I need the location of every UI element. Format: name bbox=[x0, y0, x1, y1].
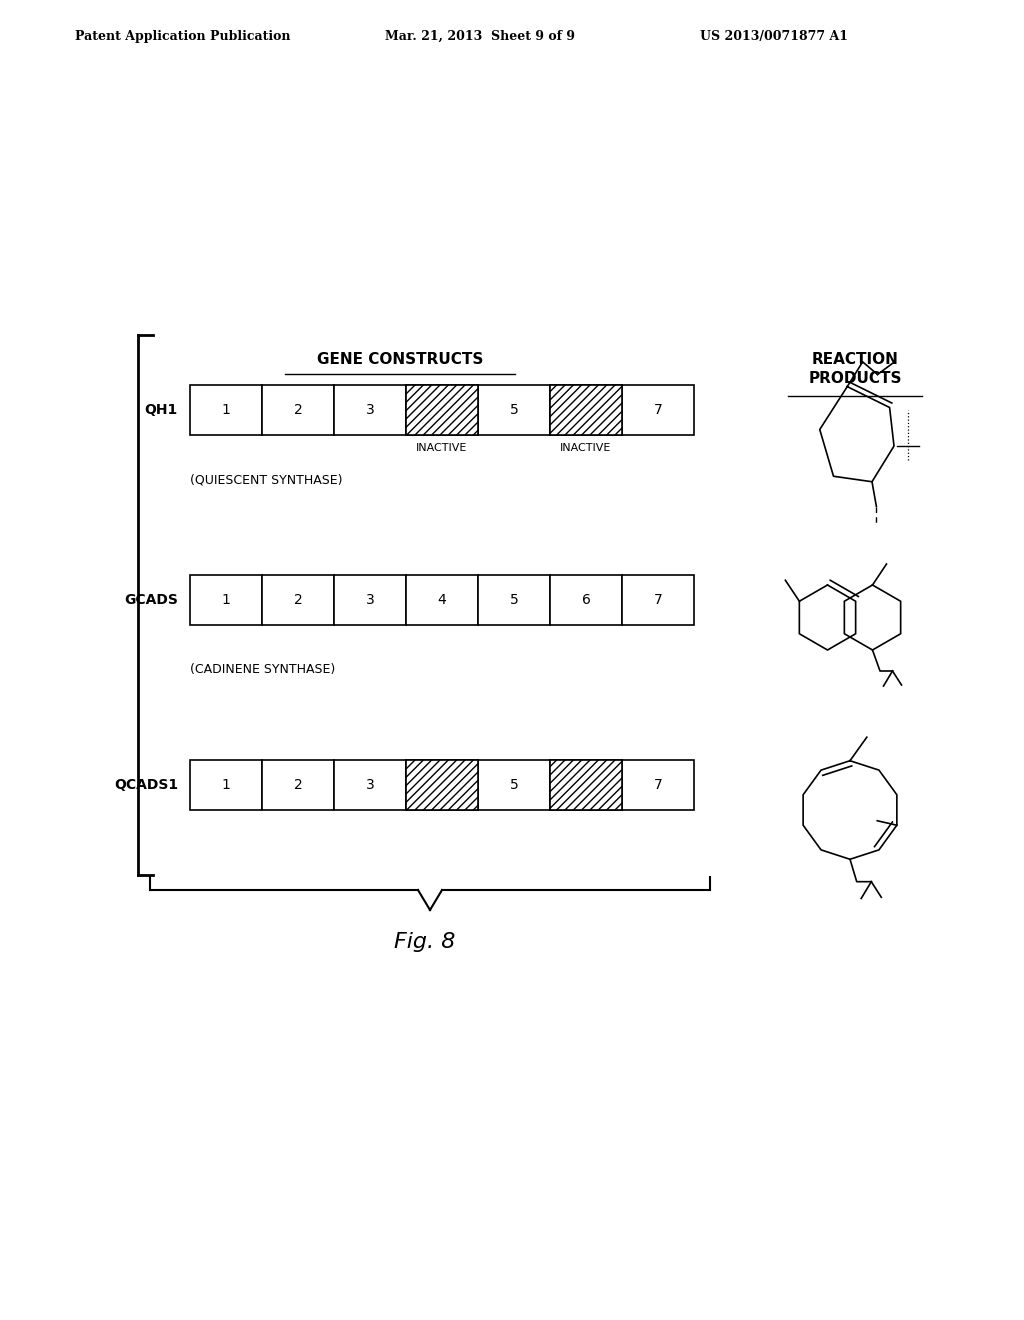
Text: (QUIESCENT SYNTHASE): (QUIESCENT SYNTHASE) bbox=[190, 473, 342, 486]
Text: 6: 6 bbox=[582, 593, 591, 607]
Bar bbox=[262, 385, 334, 436]
Bar bbox=[550, 385, 622, 436]
Bar bbox=[262, 576, 334, 624]
Bar bbox=[334, 760, 406, 810]
Text: 2: 2 bbox=[294, 593, 302, 607]
Bar bbox=[550, 760, 622, 810]
Text: 5: 5 bbox=[510, 403, 518, 417]
Text: INACTIVE: INACTIVE bbox=[560, 444, 611, 453]
Text: QH1: QH1 bbox=[144, 403, 178, 417]
Bar bbox=[406, 760, 478, 810]
Text: REACTION
PRODUCTS: REACTION PRODUCTS bbox=[808, 352, 902, 385]
Bar bbox=[550, 385, 622, 436]
Text: QCADS1: QCADS1 bbox=[114, 777, 178, 792]
Text: GENE CONSTRUCTS: GENE CONSTRUCTS bbox=[316, 352, 483, 367]
Bar bbox=[478, 760, 550, 810]
Bar bbox=[478, 385, 550, 436]
Text: GCADS: GCADS bbox=[124, 593, 178, 607]
Bar bbox=[406, 576, 478, 624]
Text: (CADINENE SYNTHASE): (CADINENE SYNTHASE) bbox=[190, 663, 335, 676]
Text: 7: 7 bbox=[653, 777, 663, 792]
Text: Fig. 8: Fig. 8 bbox=[394, 932, 456, 952]
Bar bbox=[190, 760, 262, 810]
Bar bbox=[334, 385, 406, 436]
Bar bbox=[406, 385, 478, 436]
Text: 3: 3 bbox=[366, 403, 375, 417]
Text: 3: 3 bbox=[366, 593, 375, 607]
Bar bbox=[190, 576, 262, 624]
Text: 7: 7 bbox=[653, 593, 663, 607]
Text: INACTIVE: INACTIVE bbox=[417, 444, 468, 453]
Text: 1: 1 bbox=[221, 777, 230, 792]
Bar bbox=[406, 760, 478, 810]
Text: 2: 2 bbox=[294, 777, 302, 792]
Text: Mar. 21, 2013  Sheet 9 of 9: Mar. 21, 2013 Sheet 9 of 9 bbox=[385, 30, 575, 44]
Text: 5: 5 bbox=[510, 777, 518, 792]
Text: 5: 5 bbox=[510, 593, 518, 607]
Bar bbox=[622, 760, 694, 810]
Bar bbox=[190, 385, 262, 436]
Text: 4: 4 bbox=[437, 593, 446, 607]
Text: 1: 1 bbox=[221, 593, 230, 607]
Bar bbox=[262, 760, 334, 810]
Text: 7: 7 bbox=[653, 403, 663, 417]
Text: 1: 1 bbox=[221, 403, 230, 417]
Bar bbox=[550, 760, 622, 810]
Bar bbox=[550, 576, 622, 624]
Bar bbox=[334, 576, 406, 624]
Text: Patent Application Publication: Patent Application Publication bbox=[75, 30, 291, 44]
Text: US 2013/0071877 A1: US 2013/0071877 A1 bbox=[700, 30, 848, 44]
Bar bbox=[406, 385, 478, 436]
Bar bbox=[622, 576, 694, 624]
Text: 2: 2 bbox=[294, 403, 302, 417]
Bar bbox=[478, 576, 550, 624]
Text: 3: 3 bbox=[366, 777, 375, 792]
Bar bbox=[622, 385, 694, 436]
